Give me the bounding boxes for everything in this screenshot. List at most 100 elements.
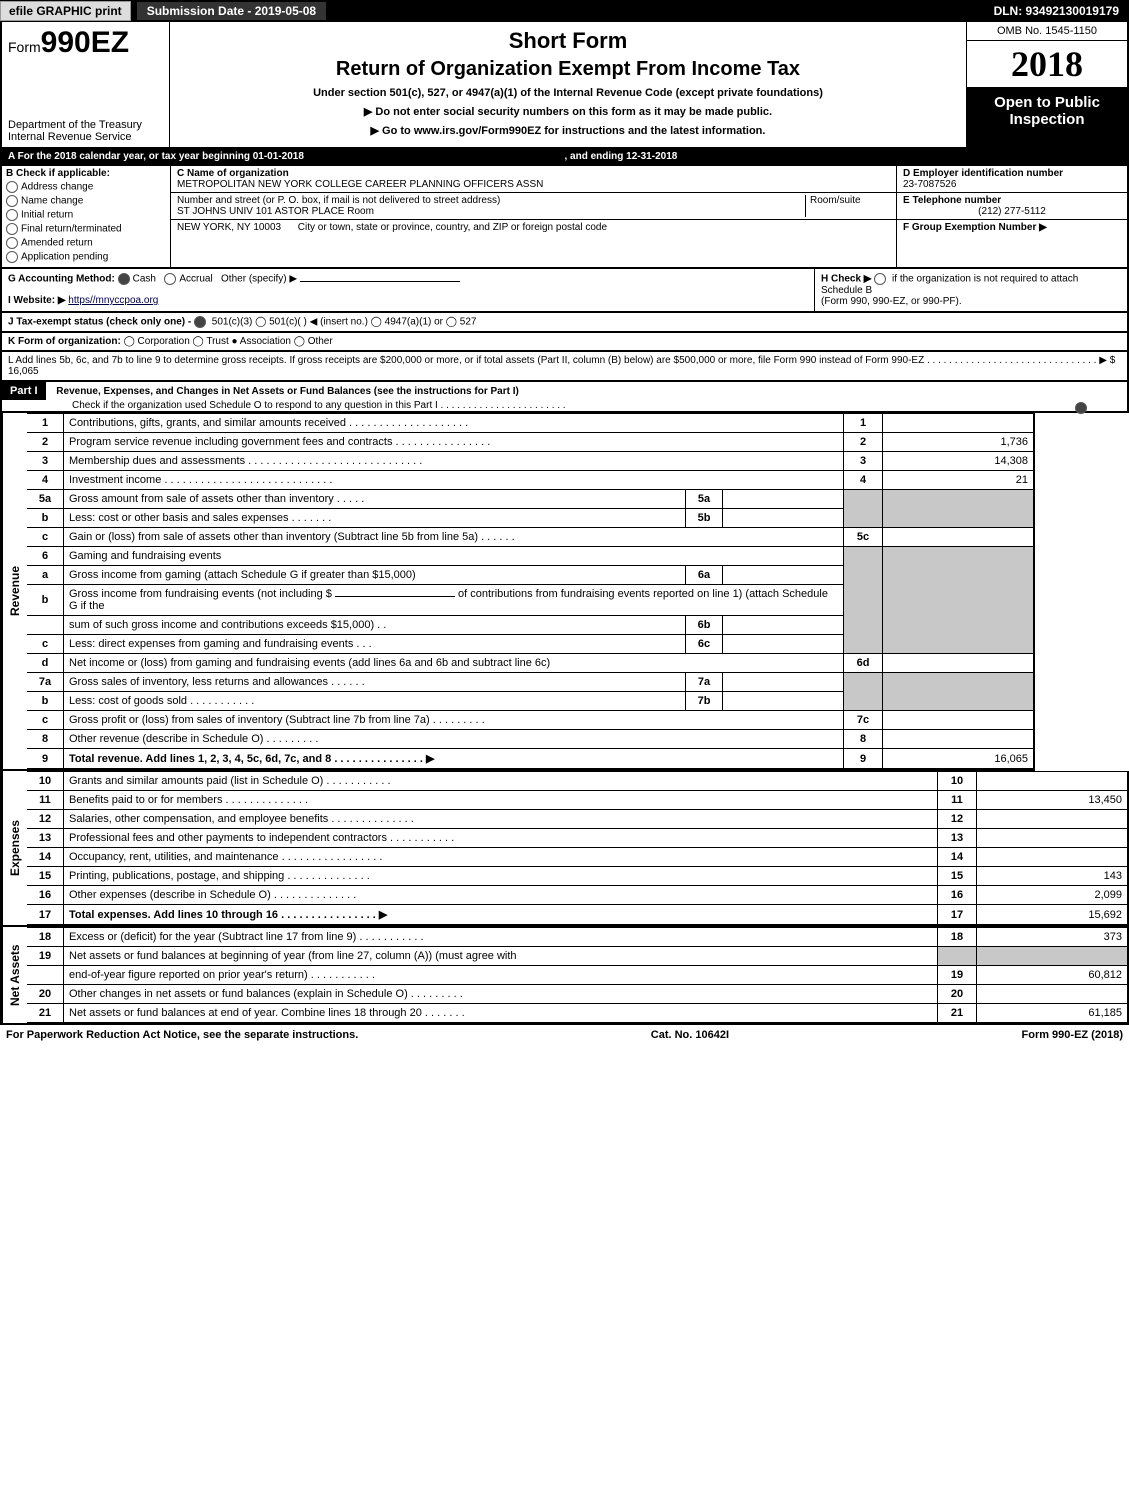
footer-right: Form 990-EZ (2018) xyxy=(1022,1029,1123,1041)
d-ein-label: D Employer identification number xyxy=(903,168,1121,179)
line-6d: dNet income or (loss) from gaming and fu… xyxy=(27,654,1033,673)
line-16: 16Other expenses (describe in Schedule O… xyxy=(27,886,1127,905)
line-18-desc: Excess or (deficit) for the year (Subtra… xyxy=(64,928,938,947)
line-5a: 5aGross amount from sale of assets other… xyxy=(27,490,1033,509)
l-line: L Add lines 5b, 6c, and 7b to line 9 to … xyxy=(0,352,1129,382)
top-bar: efile GRAPHIC print Submission Date - 20… xyxy=(0,0,1129,22)
line-15-desc: Printing, publications, postage, and shi… xyxy=(64,867,938,886)
line-20: 20Other changes in net assets or fund ba… xyxy=(27,985,1127,1004)
k-opts: ◯ Corporation ◯ Trust ● Association ◯ Ot… xyxy=(124,336,333,347)
c-name-value: METROPOLITAN NEW YORK COLLEGE CAREER PLA… xyxy=(177,179,890,190)
line-17-val: 15,692 xyxy=(977,905,1128,925)
line-4: 4Investment income . . . . . . . . . . .… xyxy=(27,471,1033,490)
chk-amended-return[interactable]: Amended return xyxy=(6,237,166,249)
line-18: 18Excess or (deficit) for the year (Subt… xyxy=(27,928,1127,947)
e-phone-label: E Telephone number xyxy=(903,195,1121,206)
do-not-enter: ▶ Do not enter social security numbers o… xyxy=(178,105,958,118)
net-assets-label: Net Assets xyxy=(2,927,27,1023)
footer-left: For Paperwork Reduction Act Notice, see … xyxy=(6,1029,358,1041)
revenue-block: Revenue 1Contributions, gifts, grants, a… xyxy=(0,413,1035,771)
submission-date: Submission Date - 2019-05-08 xyxy=(137,2,326,20)
line-7c-val xyxy=(883,711,1034,730)
header-left: Form990EZ Department of the Treasury Int… xyxy=(2,22,170,147)
gh-right: H Check ▶ if the organization is not req… xyxy=(814,269,1127,311)
line-21-desc: Net assets or fund balances at end of ye… xyxy=(64,1004,938,1023)
chk-final-return[interactable]: Final return/terminated xyxy=(6,223,166,235)
revenue-table: 1Contributions, gifts, grants, and simil… xyxy=(27,413,1033,769)
g-cash: Cash xyxy=(133,274,156,285)
form-number-value: 990EZ xyxy=(41,26,129,59)
col-b-checks: B Check if applicable: Address change Na… xyxy=(2,166,171,267)
section-a-block: B Check if applicable: Address change Na… xyxy=(0,166,1129,269)
line-11-val: 13,450 xyxy=(977,791,1128,810)
part1-label: Part I xyxy=(2,382,46,400)
chk-h-icon[interactable] xyxy=(874,273,886,285)
omb-number: OMB No. 1545-1150 xyxy=(967,22,1127,41)
line-15-val: 143 xyxy=(977,867,1128,886)
chk-cash-icon[interactable] xyxy=(118,273,130,285)
gh-block: G Accounting Method: Cash Accrual Other … xyxy=(0,269,1129,313)
line-12-desc: Salaries, other compensation, and employ… xyxy=(64,810,938,829)
line-9-desc: Total revenue. Add lines 1, 2, 3, 4, 5c,… xyxy=(64,749,844,769)
line-a-begin: A For the 2018 calendar year, or tax yea… xyxy=(8,151,565,162)
part1-header-row: Part I Revenue, Expenses, and Changes in… xyxy=(0,382,1129,413)
line-11: 11Benefits paid to or for members . . . … xyxy=(27,791,1127,810)
b-title: B Check if applicable: xyxy=(6,168,166,179)
expenses-label: Expenses xyxy=(2,771,27,925)
line-13: 13Professional fees and other payments t… xyxy=(27,829,1127,848)
line-8: 8Other revenue (describe in Schedule O) … xyxy=(27,730,1033,749)
line-9-val: 16,065 xyxy=(883,749,1034,769)
goto-link[interactable]: ▶ Go to www.irs.gov/Form990EZ for instru… xyxy=(178,124,958,137)
h-label: H Check ▶ xyxy=(821,274,871,285)
chk-amended-return-label: Amended return xyxy=(21,238,93,249)
l-text: L Add lines 5b, 6c, and 7b to line 9 to … xyxy=(8,355,1115,377)
line-2-val: 1,736 xyxy=(883,433,1034,452)
line-a: A For the 2018 calendar year, or tax yea… xyxy=(0,149,1129,166)
chk-accrual-icon[interactable] xyxy=(164,273,176,285)
form-prefix: Form xyxy=(8,39,41,55)
efile-print-button[interactable]: efile GRAPHIC print xyxy=(0,1,131,21)
e-phone-value: (212) 277-5112 xyxy=(903,206,1121,217)
chk-name-change[interactable]: Name change xyxy=(6,195,166,207)
footer-center: Cat. No. 10642I xyxy=(651,1029,729,1041)
chk-application-pending[interactable]: Application pending xyxy=(6,251,166,263)
line-21-val: 61,185 xyxy=(977,1004,1128,1023)
c-city-label: City or town, state or province, country… xyxy=(298,222,607,233)
chk-address-change[interactable]: Address change xyxy=(6,181,166,193)
i-website-link[interactable]: https//mnyccpoa.org xyxy=(68,295,158,306)
line-5a-desc: Gross amount from sale of assets other t… xyxy=(64,490,686,509)
line-12: 12Salaries, other compensation, and empl… xyxy=(27,810,1127,829)
line-16-desc: Other expenses (describe in Schedule O) … xyxy=(64,886,938,905)
line-3: 3Membership dues and assessments . . . .… xyxy=(27,452,1033,471)
expenses-block: Expenses 10Grants and similar amounts pa… xyxy=(0,771,1129,927)
chk-final-return-label: Final return/terminated xyxy=(21,224,122,235)
line-13-desc: Professional fees and other payments to … xyxy=(64,829,938,848)
form-header: Form990EZ Department of the Treasury Int… xyxy=(0,22,1129,149)
line-21: 21Net assets or fund balances at end of … xyxy=(27,1004,1127,1023)
g-other: Other (specify) ▶ xyxy=(221,274,297,285)
chk-schedule-o-icon[interactable] xyxy=(1075,402,1087,414)
revenue-label: Revenue xyxy=(2,413,27,769)
line-13-val xyxy=(977,829,1128,848)
open-public-1: Open to Public xyxy=(969,94,1125,111)
line-14: 14Occupancy, rent, utilities, and mainte… xyxy=(27,848,1127,867)
c-city-row: NEW YORK, NY 10003 City or town, state o… xyxy=(171,220,896,235)
line-19-desc: Net assets or fund balances at beginning… xyxy=(64,947,938,966)
line-14-val xyxy=(977,848,1128,867)
gh-left: G Accounting Method: Cash Accrual Other … xyxy=(2,269,814,311)
f-group-label: F Group Exemption Number ▶ xyxy=(903,222,1121,233)
line-6d-val xyxy=(883,654,1034,673)
line-19b-desc: end-of-year figure reported on prior yea… xyxy=(64,966,938,985)
line-19a: 19Net assets or fund balances at beginni… xyxy=(27,947,1127,966)
line-11-desc: Benefits paid to or for members . . . . … xyxy=(64,791,938,810)
chk-501c3-icon[interactable] xyxy=(194,316,206,328)
line-18-val: 373 xyxy=(977,928,1128,947)
k-line: K Form of organization: ◯ Corporation ◯ … xyxy=(0,333,1129,352)
net-assets-block: Net Assets 18Excess or (deficit) for the… xyxy=(0,927,1129,1025)
line-6b-sum: sum of such gross income and contributio… xyxy=(64,616,686,635)
line-6b-desc: Gross income from fundraising events (no… xyxy=(64,585,844,616)
line-7c-desc: Gross profit or (loss) from sales of inv… xyxy=(64,711,844,730)
g-accrual: Accrual xyxy=(179,274,212,285)
chk-initial-return[interactable]: Initial return xyxy=(6,209,166,221)
c-addr-row: Number and street (or P. O. box, if mail… xyxy=(171,193,896,220)
